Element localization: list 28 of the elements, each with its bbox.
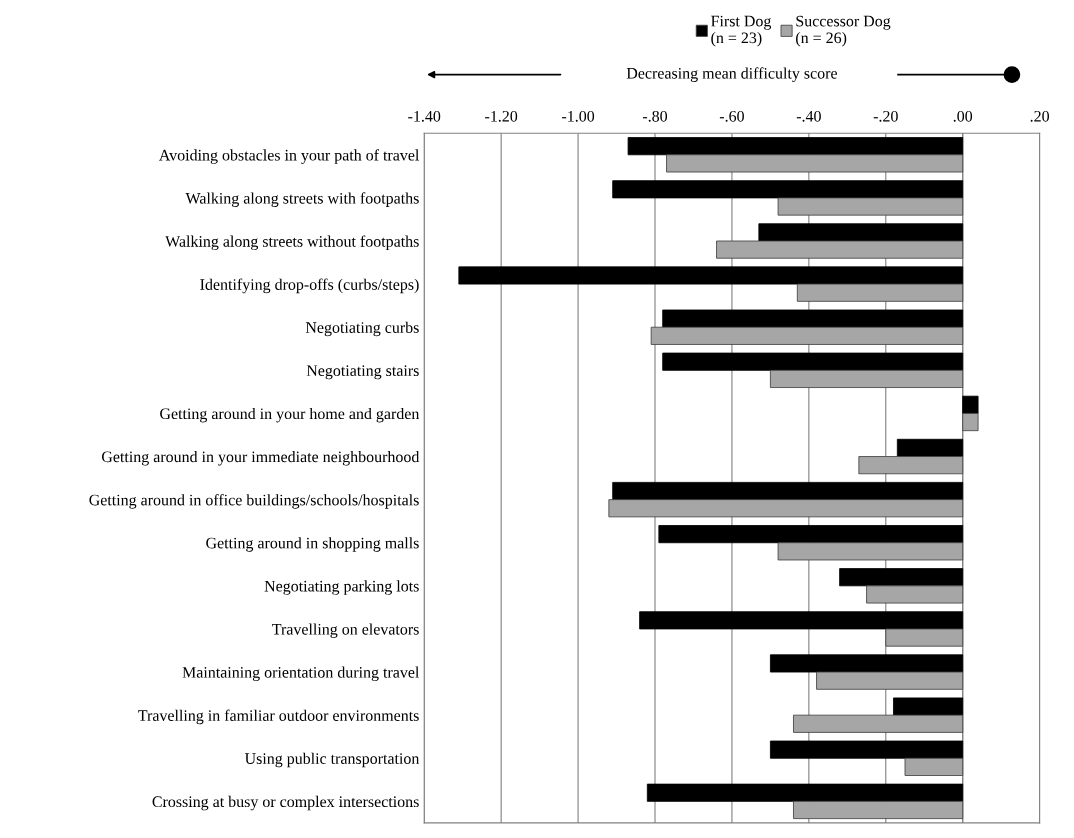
y-tick-label: Negotiating curbs	[305, 321, 419, 337]
y-tick-label: Maintaining orientation during travel	[182, 666, 420, 682]
y-tick-label: Getting around in office buildings/schools/hospitals	[89, 494, 419, 509]
x-tick-label: -1.00	[562, 110, 595, 122]
x-tick-label: -.60	[719, 110, 744, 122]
x-tick-label: -.40	[796, 110, 821, 122]
y-tick-label: Getting around in shopping malls	[206, 537, 419, 552]
x-tick-label: -.80	[642, 110, 668, 122]
y-tick-label: Avoiding obstacles in your path of travel	[158, 149, 420, 164]
y-tick-label: Travelling in familiar outdoor environments	[138, 709, 419, 725]
x-tick-label: -1.20	[485, 110, 518, 122]
text: Decreasing mean difficulty score	[626, 67, 837, 82]
x-tick-label: -1.40	[408, 110, 441, 122]
y-tick-label: Travelling on elevators	[272, 623, 419, 638]
y-tick-label: Using public transportation	[244, 752, 420, 768]
y-tick-label: Negotiating stairs	[306, 365, 419, 380]
y-tick-label: Getting around in your home and garden	[160, 407, 420, 423]
legend-label: Successor Dog (n = 26)	[796, 15, 891, 47]
y-tick-label: Identifying drop-offs (curbs/steps)	[200, 278, 419, 294]
x-tick-label: .00	[953, 110, 973, 122]
y-tick-label: Negotiating parking lots	[264, 580, 419, 595]
y-tick-label: Walking along streets without footpaths	[165, 235, 419, 251]
y-tick-label: Getting around in your immediate neighbourhood	[101, 450, 420, 466]
legend-label: First Dog (n = 23)	[711, 15, 772, 47]
y-tick-label: Walking along streets with footpaths	[185, 192, 419, 207]
x-tick-label: .20	[1030, 110, 1050, 122]
x-tick-label: -.20	[873, 110, 898, 122]
y-tick-label: Crossing at busy or complex intersections	[152, 795, 419, 811]
